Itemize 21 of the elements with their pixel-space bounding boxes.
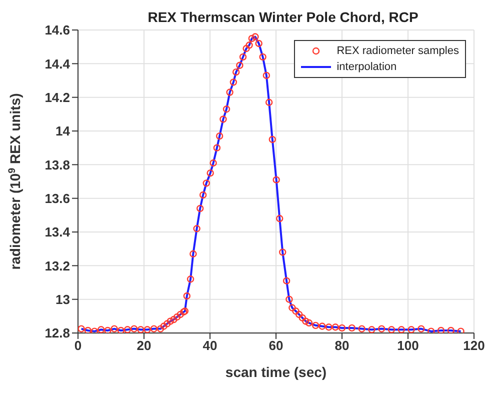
y-tick-label: 14.4 (44, 56, 71, 72)
x-tick-label: 0 (74, 338, 82, 354)
x-tick-label: 20 (136, 338, 152, 354)
x-axis-title: scan time (sec) (225, 364, 327, 380)
x-tick-label: 80 (334, 338, 350, 354)
x-tick-label: 60 (268, 338, 284, 354)
y-tick-label: 13.2 (44, 258, 70, 274)
legend-label: REX radiometer samples (336, 44, 459, 59)
y-tick-label: 13.6 (44, 190, 70, 206)
y-tick-label: 14.2 (44, 90, 70, 105)
y-tick-label: 13 (56, 292, 70, 307)
x-tick-label: 120 (463, 338, 485, 354)
x-tick-label: 100 (397, 338, 419, 354)
x-tick-label: 40 (202, 338, 218, 354)
legend-label: interpolation (336, 60, 397, 75)
chart-title: REX Thermscan Winter Pole Chord, RCP (148, 9, 418, 25)
y-tick-label: 12.8 (44, 326, 70, 341)
y-tick-label: 14 (56, 124, 71, 139)
y-tick-label: 14.6 (44, 22, 70, 38)
y-tick-label: 13.8 (44, 157, 70, 172)
y-tick-label: 13.4 (44, 224, 71, 240)
